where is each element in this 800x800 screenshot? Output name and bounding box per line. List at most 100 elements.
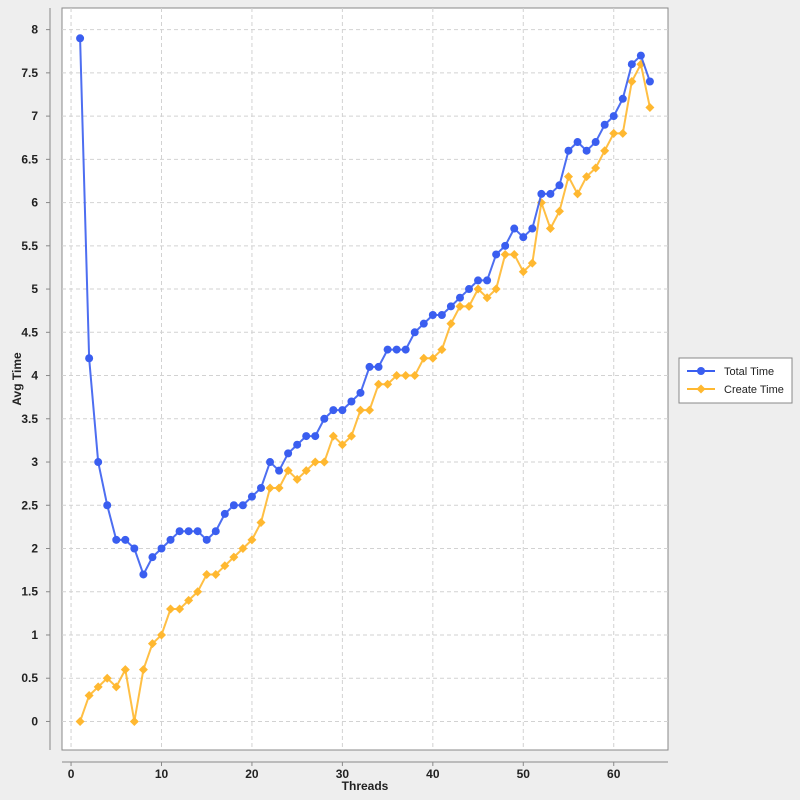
y-tick-label: 8 bbox=[31, 23, 38, 37]
data-point-create-time bbox=[383, 379, 393, 389]
series-create-time bbox=[75, 59, 655, 726]
data-point-total-time bbox=[130, 544, 139, 553]
data-point-total-time bbox=[492, 250, 501, 259]
data-point-create-time bbox=[283, 466, 293, 476]
series-total-time bbox=[76, 34, 654, 579]
data-point-create-time bbox=[591, 163, 601, 173]
data-point-total-time bbox=[247, 492, 256, 501]
legend-marker-create-time bbox=[696, 384, 706, 394]
data-point-total-time bbox=[501, 241, 510, 250]
data-point-total-time bbox=[184, 527, 193, 536]
data-point-total-time bbox=[465, 285, 474, 294]
data-point-total-time bbox=[256, 483, 265, 492]
x-tick-label: 50 bbox=[517, 767, 531, 781]
data-point-create-time bbox=[202, 569, 212, 579]
data-point-create-time bbox=[500, 249, 510, 259]
x-tick-label: 40 bbox=[426, 767, 440, 781]
data-point-create-time bbox=[600, 146, 610, 156]
data-point-total-time bbox=[311, 432, 320, 441]
y-tick-label: 6.5 bbox=[21, 152, 38, 166]
data-point-total-time bbox=[455, 293, 464, 302]
data-point-total-time bbox=[220, 509, 229, 518]
legend-item-create-time: Create Time bbox=[687, 384, 784, 396]
series-line-create-time bbox=[79, 61, 651, 722]
data-point-create-time bbox=[120, 665, 130, 675]
data-point-total-time bbox=[410, 328, 419, 337]
data-point-create-time bbox=[564, 172, 574, 182]
data-point-create-time bbox=[365, 405, 375, 415]
y-axis-title: Avg Time bbox=[10, 352, 24, 406]
y-tick-label: 2.5 bbox=[21, 498, 38, 512]
data-point-create-time bbox=[437, 345, 447, 355]
data-point-total-time bbox=[338, 406, 347, 415]
data-point-total-time bbox=[446, 302, 455, 311]
data-point-total-time bbox=[627, 60, 636, 69]
data-point-create-time bbox=[166, 604, 176, 614]
data-point-create-time bbox=[527, 258, 537, 268]
data-point-total-time bbox=[537, 189, 546, 198]
data-point-create-time bbox=[482, 293, 492, 303]
data-point-total-time bbox=[347, 397, 356, 406]
data-point-total-time bbox=[157, 544, 166, 553]
data-point-total-time bbox=[121, 535, 130, 544]
data-point-create-time bbox=[355, 405, 365, 415]
data-point-create-time bbox=[265, 483, 275, 493]
y-tick-label: 0.5 bbox=[21, 671, 38, 685]
data-point-create-time bbox=[337, 440, 347, 450]
x-tick-label: 10 bbox=[155, 767, 169, 781]
data-point-create-time bbox=[446, 319, 456, 329]
data-point-create-time bbox=[238, 544, 248, 554]
data-point-total-time bbox=[600, 120, 609, 129]
data-point-total-time bbox=[383, 345, 392, 354]
series-line-total-time bbox=[79, 38, 651, 577]
data-point-total-time bbox=[103, 501, 112, 510]
legend-marker-total-time bbox=[697, 367, 705, 375]
data-point-create-time bbox=[193, 587, 203, 597]
data-point-create-time bbox=[93, 682, 103, 692]
data-point-total-time bbox=[112, 535, 121, 544]
data-point-create-time bbox=[292, 474, 302, 484]
data-point-total-time bbox=[211, 527, 220, 536]
data-point-total-time bbox=[374, 362, 383, 371]
x-tick-label: 20 bbox=[245, 767, 259, 781]
data-point-create-time bbox=[211, 569, 221, 579]
data-point-total-time bbox=[437, 311, 446, 320]
data-point-total-time bbox=[302, 432, 311, 441]
data-point-total-time bbox=[582, 146, 591, 155]
data-point-create-time bbox=[609, 128, 619, 138]
data-point-create-time bbox=[582, 172, 592, 182]
data-point-create-time bbox=[147, 639, 157, 649]
data-point-create-time bbox=[464, 301, 474, 311]
data-point-create-time bbox=[319, 457, 329, 467]
data-point-create-time bbox=[328, 431, 338, 441]
data-point-create-time bbox=[84, 691, 94, 701]
data-point-total-time bbox=[401, 345, 410, 354]
data-point-total-time bbox=[519, 233, 528, 242]
data-point-create-time bbox=[274, 483, 284, 493]
data-point-create-time bbox=[229, 552, 239, 562]
data-point-total-time bbox=[202, 535, 211, 544]
data-point-total-time bbox=[555, 181, 564, 190]
data-point-total-time bbox=[564, 146, 573, 155]
y-tick-label: 1 bbox=[31, 628, 38, 642]
data-point-create-time bbox=[129, 716, 139, 726]
data-point-total-time bbox=[392, 345, 401, 354]
data-point-create-time bbox=[392, 371, 402, 381]
data-point-total-time bbox=[166, 535, 175, 544]
data-point-create-time bbox=[554, 206, 564, 216]
data-point-create-time bbox=[247, 535, 257, 545]
data-point-total-time bbox=[193, 527, 202, 536]
y-tick-label: 5 bbox=[31, 282, 38, 296]
series-group bbox=[75, 34, 655, 726]
data-point-total-time bbox=[148, 553, 157, 562]
data-point-total-time bbox=[85, 354, 94, 363]
data-point-create-time bbox=[184, 595, 194, 605]
data-point-total-time bbox=[483, 276, 492, 285]
legend-box bbox=[678, 357, 793, 404]
legend-label-create-time: Create Time bbox=[724, 384, 784, 396]
data-point-create-time bbox=[419, 353, 429, 363]
data-point-create-time bbox=[301, 466, 311, 476]
data-point-create-time bbox=[256, 518, 266, 528]
data-point-total-time bbox=[139, 570, 148, 579]
